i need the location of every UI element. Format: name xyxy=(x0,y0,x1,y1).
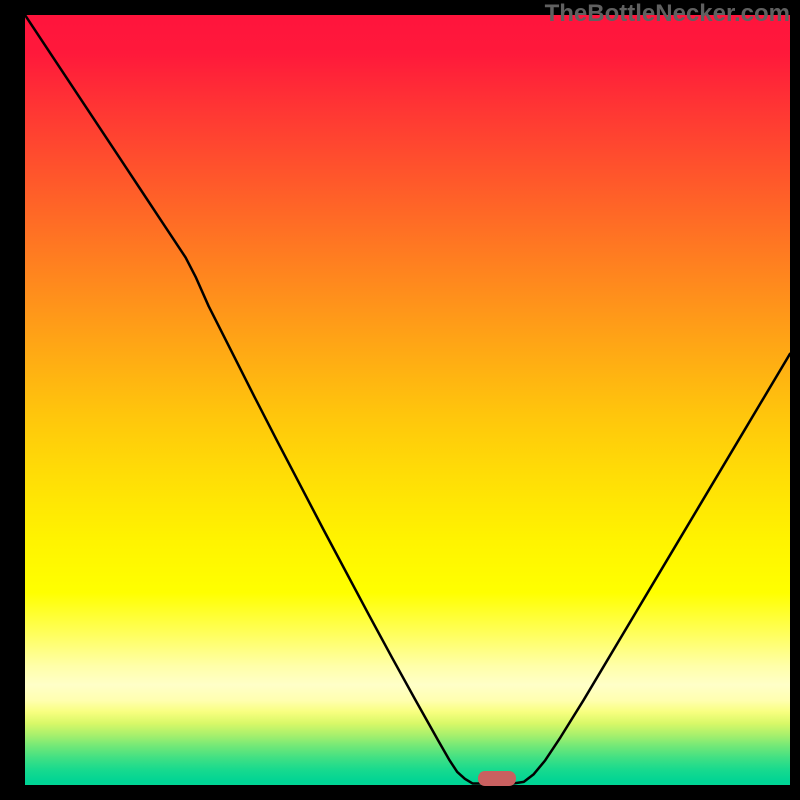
plot-area xyxy=(25,15,790,785)
optimal-marker-rect xyxy=(478,771,516,786)
watermark-text: TheBottleNecker.com xyxy=(545,0,790,28)
chart-container: TheBottleNecker.com xyxy=(0,0,800,800)
curve-layer xyxy=(25,15,790,785)
bottleneck-curve xyxy=(25,15,790,783)
optimal-marker xyxy=(478,771,516,786)
